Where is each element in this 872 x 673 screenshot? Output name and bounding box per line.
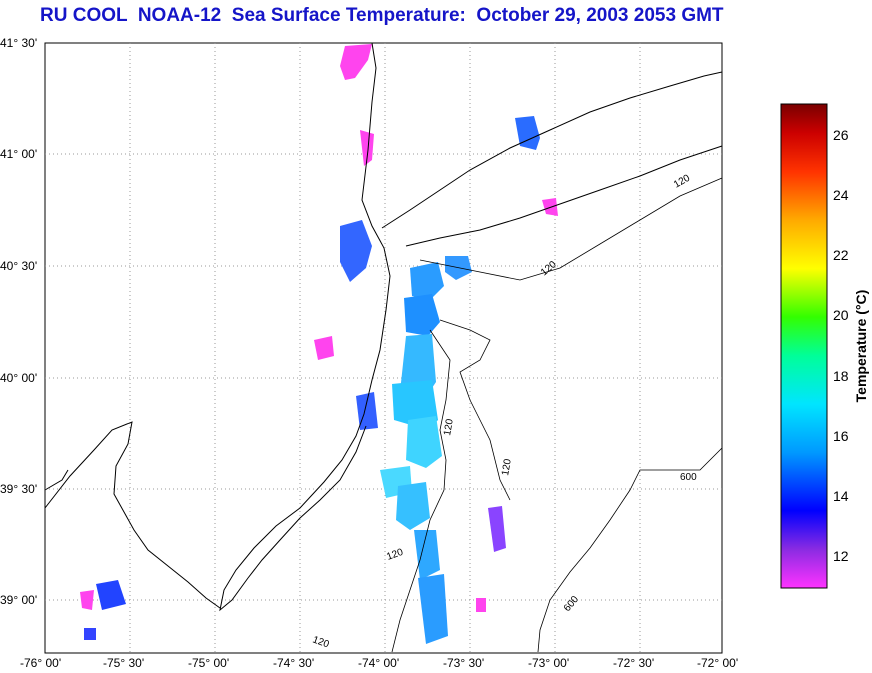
colorbar-tick-label: 22 [833, 247, 849, 263]
colorbar-label: Temperature (°C) [853, 290, 869, 403]
colorbar-tick-label: 26 [833, 127, 849, 143]
colorbar-tick-label: 24 [833, 187, 849, 203]
lon-label: -74° 30' [273, 656, 314, 670]
lon-label: -75° 00' [188, 656, 229, 670]
isobaths [391, 177, 723, 653]
lon-label: -73° 30' [443, 656, 484, 670]
map-title: RU COOL NOAA-12 Sea Surface Temperature:… [40, 5, 724, 26]
isobath-label: 120 [442, 418, 456, 437]
graticule [45, 43, 722, 653]
lon-label: -73° 00' [528, 656, 569, 670]
isobath-label: 600 [680, 472, 697, 483]
lat-label: 40° 00' [0, 371, 37, 385]
lat-label: 41° 00' [0, 147, 37, 161]
latitude-labels: 41° 30' 41° 00' 40° 30' 40° 00' 39° 30' … [0, 36, 37, 607]
lon-label: -72° 00' [697, 656, 738, 670]
colorbar-tick-label: 12 [833, 548, 849, 564]
colorbar-tick-label: 18 [833, 368, 849, 384]
map-frame [44, 42, 723, 654]
longitude-labels: -76° 00' -75° 30' -75° 00' -74° 30' -74°… [20, 656, 738, 670]
coastline [44, 42, 723, 612]
sst-patches [80, 44, 558, 644]
lon-label: -72° 30' [613, 656, 654, 670]
lon-label: -74° 00' [358, 656, 399, 670]
lat-label: 40° 30' [0, 259, 37, 273]
lat-label: 41° 30' [0, 36, 37, 50]
lon-label: -75° 30' [103, 656, 144, 670]
colorbar-gradient [780, 103, 828, 589]
map-area: 120 120 120 120 120 120 600 600 [44, 42, 723, 654]
colorbar: 26 24 22 20 18 16 14 12 Temperature (°C) [780, 103, 869, 589]
lat-label: 39° 30' [0, 482, 37, 496]
colorbar-tick-label: 20 [833, 307, 849, 323]
colorbar-tick-label: 16 [833, 428, 849, 444]
lon-label: -76° 00' [20, 656, 61, 670]
lat-label: 39° 00' [0, 593, 37, 607]
colorbar-ticks: 26 24 22 20 18 16 14 12 [833, 127, 849, 564]
isobath-label: 120 [500, 458, 514, 477]
colorbar-tick-label: 14 [833, 488, 849, 504]
